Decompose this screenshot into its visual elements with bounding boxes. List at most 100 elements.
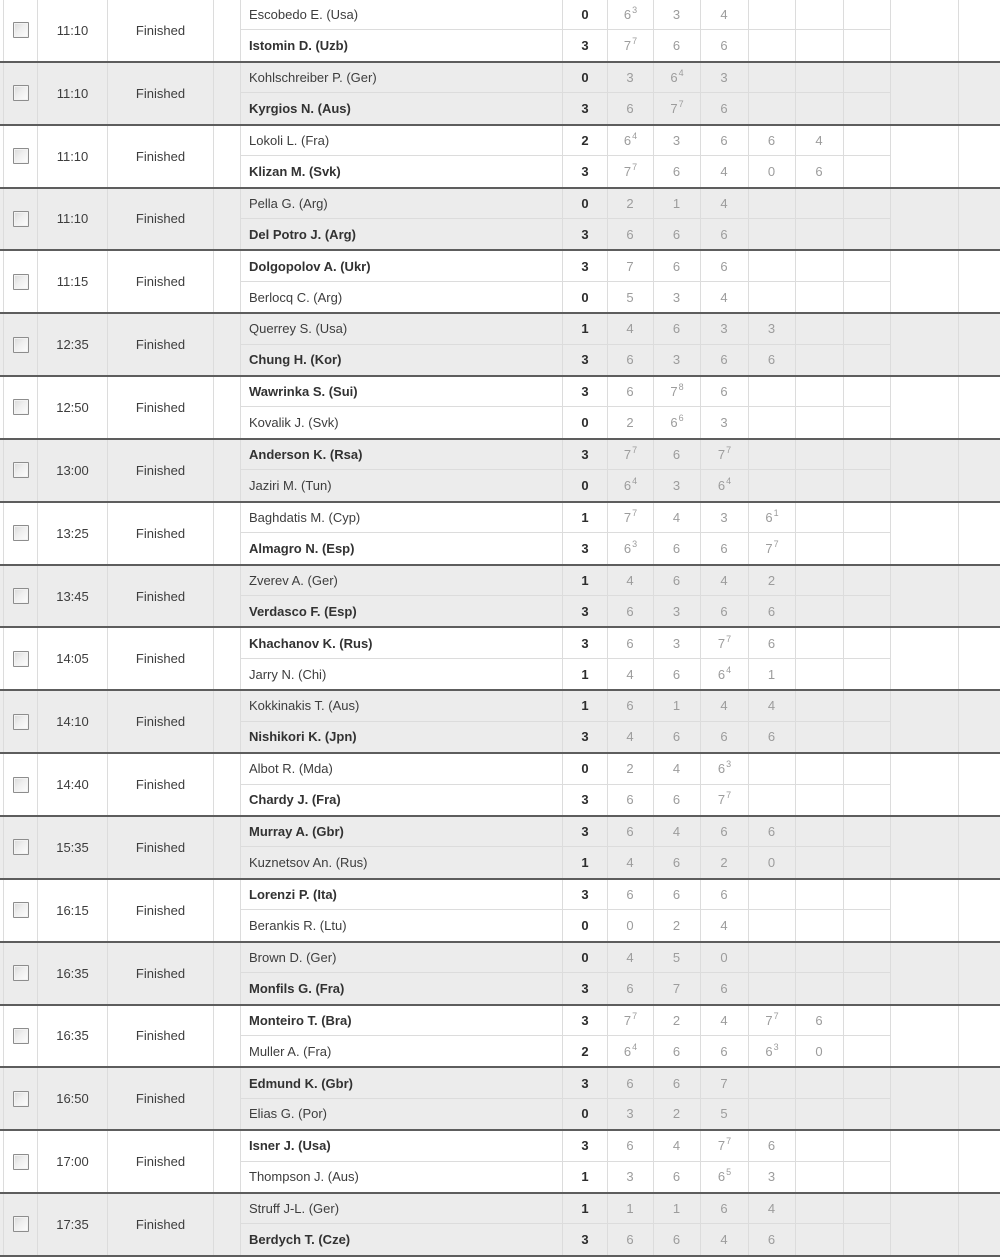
match-checkbox[interactable] — [12, 1153, 29, 1170]
player-name: Kyrgios N. (Aus) — [240, 93, 562, 124]
player-name: Berlocq C. (Arg) — [240, 281, 562, 313]
match-row[interactable]: 14:10 Finished Kokkinakis T. (Aus) 1 6 1 4 4 Nis… — [0, 691, 1000, 755]
set-score — [748, 251, 795, 282]
set-score-value: 2 — [720, 855, 728, 871]
set-tiebreak-superscript: 7 — [632, 507, 638, 518]
extra-cell — [958, 1194, 1000, 1255]
match-row[interactable]: 13:25 Finished Baghdatis M. (Cyp) 1 7 7 4 3 6 1 Al… — [0, 502, 1000, 566]
set-score-value: 6 — [720, 226, 728, 242]
set-score: 3 — [607, 62, 653, 94]
set-score — [843, 879, 890, 911]
match-row[interactable]: 13:00 Finished Anderson K. (Rsa) 3 7 7 6 7 7 Jazi… — [0, 439, 1000, 503]
player-name: Querrey S. (Usa) — [240, 314, 562, 345]
set-score-value: 2 — [672, 1012, 681, 1028]
player-name: Isner J. (Usa) — [240, 1131, 562, 1162]
match-row[interactable]: 17:00 Finished Isner J. (Usa) 3 6 4 7 7 6 Thompso… — [0, 1131, 1000, 1195]
set-score-value: 6 — [720, 258, 728, 274]
match-checkbox[interactable] — [12, 713, 29, 730]
set-score: 2 — [607, 188, 653, 219]
set-score-value: 5 — [720, 1106, 728, 1122]
set-score — [748, 942, 795, 974]
set-score: 4 — [748, 691, 795, 722]
match-checkbox[interactable] — [12, 965, 29, 982]
match-checkbox[interactable] — [12, 902, 29, 919]
match-score-total: 1 — [562, 658, 607, 690]
match-checkbox[interactable] — [12, 336, 29, 353]
set-score: 6 — [653, 251, 700, 282]
set-score: 0 — [700, 942, 748, 974]
set-score-value: 6 — [672, 258, 681, 274]
set-score: 6 — [700, 596, 748, 627]
set-score: 4 — [653, 1131, 700, 1162]
match-checkbox[interactable] — [12, 1216, 29, 1233]
set-score-value: 4 — [626, 855, 634, 871]
set-score: 6 — [653, 879, 700, 911]
match-row[interactable]: 11:15 Finished Dolgopolov A. (Ukr) 3 7 6 6 Berl… — [0, 251, 1000, 315]
match-checkbox[interactable] — [12, 273, 29, 290]
player-name: Lokoli L. (Fra) — [240, 125, 562, 157]
match-row[interactable]: 11:10 Finished Pella G. (Arg) 0 2 1 4 Del Potro… — [0, 188, 1000, 252]
match-row[interactable]: 16:35 Finished Monteiro T. (Bra) 3 7 7 2 4 7 7 6 Mu… — [0, 1005, 1000, 1069]
set-score — [795, 1161, 843, 1193]
set-score: 3 — [653, 628, 700, 659]
match-row[interactable]: 14:40 Finished Albot R. (Mda) 0 2 4 6 3 Chardy J… — [0, 754, 1000, 817]
player-name: Kovalik J. (Svk) — [240, 407, 562, 438]
match-checkbox[interactable] — [12, 650, 29, 667]
set-score: 6 — [700, 973, 748, 1004]
match-checkbox[interactable] — [12, 776, 29, 793]
match-score-total: 1 — [562, 1161, 607, 1193]
set-score-value: 6 — [720, 1043, 728, 1059]
set-score-value: 0 — [720, 949, 728, 965]
match-row[interactable]: 11:10 Finished Lokoli L. (Fra) 2 6 4 3 6 6 4 Kliza… — [0, 125, 1000, 189]
match-row[interactable]: 16:50 Finished Edmund K. (Gbr) 3 6 6 7 Elias G.… — [0, 1068, 1000, 1132]
match-checkbox[interactable] — [12, 525, 29, 542]
match-score-total: 1 — [562, 1194, 607, 1225]
match-checkbox[interactable] — [12, 210, 29, 227]
set-tiebreak-superscript: 7 — [678, 98, 684, 109]
match-checkbox[interactable] — [12, 839, 29, 856]
match-row[interactable]: 12:35 Finished Querrey S. (Usa) 1 4 6 3 3 Chung … — [0, 314, 1000, 378]
match-checkbox[interactable] — [12, 462, 29, 479]
set-score — [748, 879, 795, 911]
set-score-value: 6 — [672, 163, 681, 179]
match-row[interactable]: 16:35 Finished Brown D. (Ger) 0 4 5 0 Monfils G… — [0, 942, 1000, 1006]
set-score-value: 6 — [626, 100, 634, 116]
match-checkbox[interactable] — [12, 399, 29, 416]
match-row[interactable]: 16:15 Finished Lorenzi P. (Ita) 3 6 6 6 Beranki… — [0, 879, 1000, 943]
match-score-total: 0 — [562, 942, 607, 974]
match-row[interactable]: 11:10 Finished Escobedo E. (Usa) 0 6 3 3 4 Istom… — [0, 0, 1000, 63]
match-checkbox[interactable] — [12, 1090, 29, 1107]
set-score: 4 — [607, 658, 653, 690]
set-score-value: 6 — [717, 478, 726, 494]
match-row[interactable]: 12:50 Finished Wawrinka S. (Sui) 3 6 7 8 6 Koval… — [0, 377, 1000, 440]
match-checkbox[interactable] — [12, 22, 29, 39]
set-score-value: 7 — [765, 1012, 773, 1028]
match-row[interactable]: 15:35 Finished Murray A. (Gbr) 3 6 4 6 6 Kuznets… — [0, 816, 1000, 880]
set-score — [748, 973, 795, 1004]
match-time: 14:10 — [37, 691, 107, 753]
match-row[interactable]: 13:45 Finished Zverev A. (Ger) 1 4 6 4 2 Verdasc… — [0, 565, 1000, 629]
spacer-cell — [213, 62, 240, 124]
extra-cell — [958, 62, 1000, 124]
match-checkbox[interactable] — [12, 85, 29, 102]
set-score-value: 3 — [672, 7, 681, 23]
set-score: 1 — [653, 1194, 700, 1225]
match-checkbox[interactable] — [12, 588, 29, 605]
set-score — [843, 1131, 890, 1162]
set-score-value: 6 — [623, 478, 632, 494]
set-score: 3 — [653, 281, 700, 313]
match-checkbox[interactable] — [12, 148, 29, 165]
match-checkbox[interactable] — [12, 1027, 29, 1044]
set-score: 1 — [748, 658, 795, 690]
match-row[interactable]: 17:35 Finished Struff J-L. (Ger) 1 1 1 6 4 Berdy… — [0, 1194, 1000, 1257]
set-score — [843, 30, 890, 61]
set-tiebreak-superscript: 7 — [726, 445, 732, 456]
match-row[interactable]: 11:10 Finished Kohlschreiber P. (Ger) 0 3 6 4 3… — [0, 62, 1000, 126]
match-score-total: 0 — [562, 281, 607, 313]
set-score — [843, 62, 890, 94]
set-score-value: 6 — [672, 540, 681, 556]
set-score — [748, 1068, 795, 1099]
match-row[interactable]: 14:05 Finished Khachanov K. (Rus) 3 6 3 7 7 6 Jar… — [0, 628, 1000, 692]
